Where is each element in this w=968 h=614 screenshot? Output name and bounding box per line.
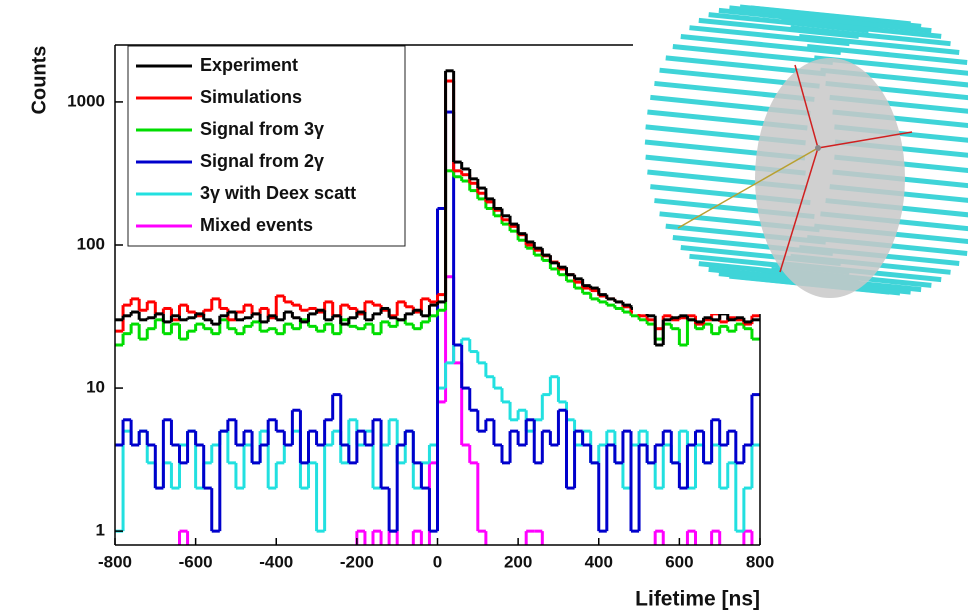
- x-tick-label: 400: [585, 552, 613, 571]
- y-tick-label: 100: [77, 234, 105, 253]
- legend: Experiment Simulations Signal from 3γ Signa…: [128, 46, 405, 246]
- legend-label: Simulations: [200, 87, 302, 107]
- legend-label: Signal from 2γ: [200, 151, 324, 171]
- y-tick-label: 1000: [67, 91, 105, 110]
- x-tick-label: 800: [746, 552, 774, 571]
- detector-chamber: [755, 58, 905, 298]
- x-tick-label: 0: [433, 552, 442, 571]
- legend-label: 3γ with Deex scatt: [200, 183, 356, 203]
- x-axis-label: Lifetime [ns]: [635, 588, 760, 611]
- chart: -800-600-400-20002004006008001101001000 …: [0, 0, 968, 614]
- y-axis-label: Counts: [28, 46, 50, 115]
- y-tick-label: 1: [96, 521, 105, 540]
- legend-label: Experiment: [200, 55, 298, 75]
- vertex: [815, 145, 821, 151]
- legend-label: Mixed events: [200, 215, 313, 235]
- legend-label: Signal from 3γ: [200, 119, 324, 139]
- page: {"chart_data": {"type": "step-histogram"…: [0, 0, 968, 614]
- x-tick-label: -800: [98, 552, 132, 571]
- detector-inset: [633, 0, 968, 314]
- x-tick-label: 200: [504, 552, 532, 571]
- y-tick-label: 10: [86, 378, 105, 397]
- x-tick-label: -400: [259, 552, 293, 571]
- x-tick-label: 600: [665, 552, 693, 571]
- x-tick-label: -600: [179, 552, 213, 571]
- x-tick-label: -200: [340, 552, 374, 571]
